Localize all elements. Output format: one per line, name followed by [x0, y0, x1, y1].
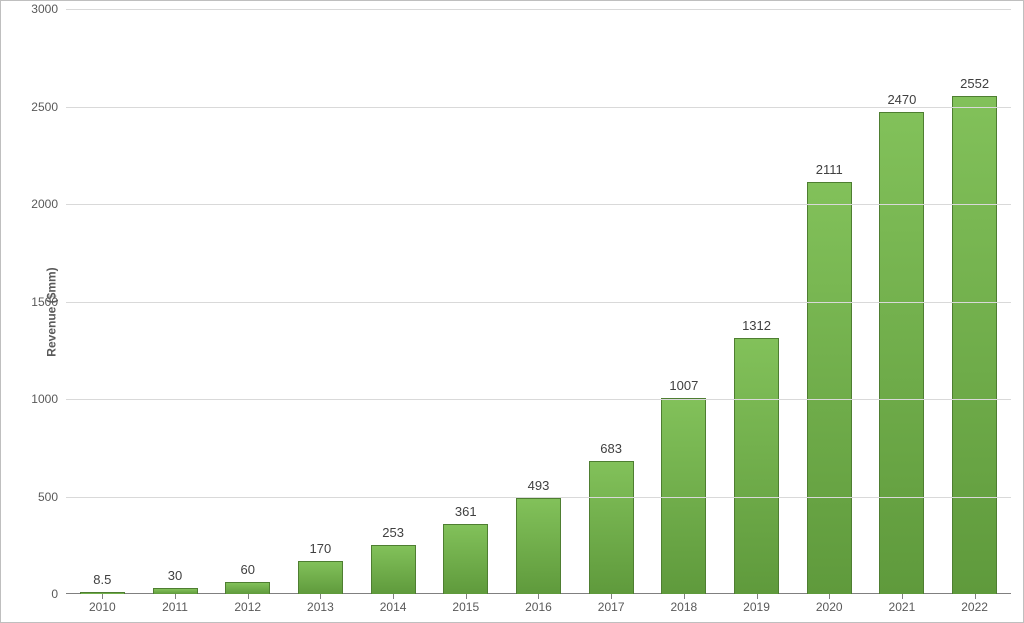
bar: 60	[225, 582, 270, 594]
x-tick-mark	[466, 594, 467, 599]
x-tick-label: 2010	[89, 600, 116, 614]
y-tick-label: 2000	[31, 197, 58, 211]
x-tick-mark	[757, 594, 758, 599]
bar: 2470	[879, 112, 924, 594]
grid-line	[66, 9, 1011, 10]
x-tick-label: 2015	[452, 600, 479, 614]
x-tick-mark	[102, 594, 103, 599]
bar-value-label: 1007	[669, 378, 698, 393]
grid-line	[66, 107, 1011, 108]
bar-value-label: 8.5	[93, 572, 111, 587]
y-axis-label: Revenue ($mm)	[45, 267, 59, 356]
x-tick-label: 2019	[743, 600, 770, 614]
bar-value-label: 1312	[742, 318, 771, 333]
x-tick-mark	[248, 594, 249, 599]
bar-value-label: 60	[240, 562, 254, 577]
y-tick-label: 500	[38, 490, 58, 504]
bar: 493	[516, 498, 561, 594]
x-tick-label: 2018	[670, 600, 697, 614]
bar-value-label: 30	[168, 568, 182, 583]
x-tick-label: 2017	[598, 600, 625, 614]
bar: 1312	[734, 338, 779, 594]
bar-value-label: 2111	[816, 162, 843, 177]
x-tick-mark	[538, 594, 539, 599]
grid-line	[66, 302, 1011, 303]
y-tick-label: 2500	[31, 100, 58, 114]
x-tick-mark	[393, 594, 394, 599]
x-tick-label: 2016	[525, 600, 552, 614]
x-tick-mark	[611, 594, 612, 599]
y-tick-label: 3000	[31, 2, 58, 16]
plot-area: 8.52010302011602012170201325320143612015…	[66, 9, 1011, 594]
x-tick-mark	[175, 594, 176, 599]
bar-value-label: 683	[600, 441, 622, 456]
grid-line	[66, 204, 1011, 205]
bar: 253	[371, 545, 416, 594]
grid-line	[66, 399, 1011, 400]
x-tick-label: 2014	[380, 600, 407, 614]
x-tick-mark	[829, 594, 830, 599]
x-tick-mark	[320, 594, 321, 599]
x-tick-label: 2020	[816, 600, 843, 614]
y-tick-label: 0	[51, 587, 58, 601]
x-tick-label: 2013	[307, 600, 334, 614]
bar: 170	[298, 561, 343, 594]
x-tick-label: 2022	[961, 600, 988, 614]
bar: 2552	[952, 96, 997, 594]
bar-value-label: 170	[310, 541, 332, 556]
bar: 361	[443, 524, 488, 594]
bar-value-label: 2470	[887, 92, 916, 107]
bar-value-label: 2552	[960, 76, 989, 91]
bar-value-label: 493	[528, 478, 550, 493]
x-tick-mark	[684, 594, 685, 599]
y-tick-label: 1000	[31, 392, 58, 406]
grid-line	[66, 497, 1011, 498]
bar-value-label: 253	[382, 525, 404, 540]
x-tick-label: 2021	[889, 600, 916, 614]
x-tick-mark	[975, 594, 976, 599]
bar: 2111	[807, 182, 852, 594]
bar: 683	[589, 461, 634, 594]
x-tick-label: 2012	[234, 600, 261, 614]
x-tick-mark	[902, 594, 903, 599]
y-tick-label: 1500	[31, 295, 58, 309]
bar-value-label: 361	[455, 504, 477, 519]
x-tick-label: 2011	[162, 600, 188, 614]
revenue-chart: Revenue ($mm) 8.520103020116020121702013…	[0, 0, 1024, 623]
